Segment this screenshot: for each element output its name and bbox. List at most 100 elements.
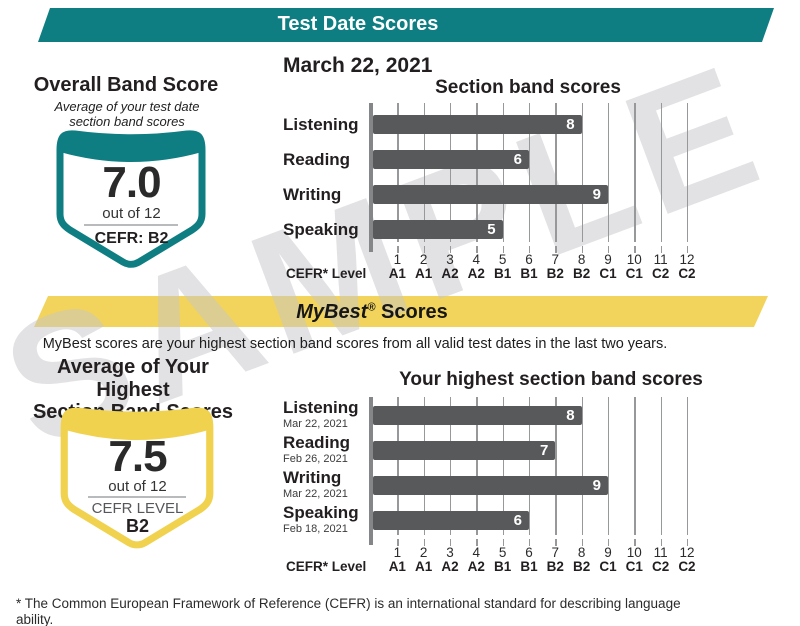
axis-tick bbox=[528, 539, 531, 546]
axis-tick-number: 7 bbox=[551, 252, 560, 267]
axis-cefr-label: C2 bbox=[678, 559, 696, 574]
score-bar: 9 bbox=[373, 476, 608, 495]
score-bar: 8 bbox=[373, 115, 582, 134]
axis-cefr-label: A1 bbox=[415, 559, 433, 574]
bar-value: 8 bbox=[566, 407, 575, 424]
gridline bbox=[397, 397, 399, 535]
row-label: Reading bbox=[283, 433, 351, 452]
gridline bbox=[660, 103, 663, 242]
axis-tick-number: 6 bbox=[525, 252, 533, 267]
axis-tick bbox=[660, 539, 663, 546]
axis-title: CEFR* Level bbox=[286, 559, 367, 574]
axis-tick bbox=[581, 539, 584, 546]
gridline bbox=[686, 103, 689, 242]
overall-cefr: CEFR: B2 bbox=[94, 230, 169, 247]
row-label: Speaking bbox=[283, 503, 359, 522]
bar-value: 7 bbox=[539, 442, 549, 459]
gridline bbox=[449, 103, 452, 242]
gridline bbox=[502, 397, 505, 535]
overall-band-score-subheading: Average of your test date section band s… bbox=[54, 99, 200, 129]
row-label: Listening bbox=[283, 115, 359, 134]
axis-tick-number: 11 bbox=[653, 252, 668, 267]
axis-tick bbox=[423, 539, 426, 546]
gridline bbox=[502, 103, 505, 242]
axis-tick bbox=[634, 539, 636, 546]
overall-score-outof: out of 12 bbox=[102, 205, 161, 222]
gridline bbox=[607, 103, 610, 242]
axis-cefr-label: B1 bbox=[494, 559, 512, 574]
mybest-title-rest: Scores bbox=[375, 301, 448, 323]
axis-tick-number: 11 bbox=[653, 545, 668, 560]
gridline bbox=[423, 397, 426, 535]
axis-tick bbox=[397, 246, 399, 253]
axis-tick bbox=[555, 539, 557, 546]
gridline bbox=[660, 397, 663, 535]
axis-cefr-label: B2 bbox=[572, 559, 591, 574]
axis-cefr-label: A2 bbox=[467, 559, 485, 574]
axis-tick-number: 5 bbox=[498, 545, 507, 560]
gridline bbox=[607, 397, 610, 535]
bar-value: 6 bbox=[513, 512, 522, 529]
axis-tick-number: 8 bbox=[577, 252, 586, 267]
gridline bbox=[397, 103, 399, 242]
highest-cefr-label: CEFR LEVEL bbox=[91, 500, 184, 517]
gridline bbox=[423, 103, 426, 242]
registered-mark: ® bbox=[367, 301, 376, 314]
overall-score-shield bbox=[56, 130, 206, 268]
axis-tick bbox=[686, 539, 689, 546]
axis-tick bbox=[634, 246, 636, 253]
row-label: Listening bbox=[283, 398, 359, 417]
chart-title: Section band scores bbox=[435, 77, 621, 98]
axis-tick bbox=[660, 246, 663, 253]
mybest-banner-title: MyBest® Scores bbox=[172, 301, 572, 324]
gridline bbox=[476, 103, 478, 242]
test-date: March 22, 2021 bbox=[283, 54, 433, 77]
axis-tick bbox=[581, 246, 584, 253]
test-date-banner-title: Test Date Scores bbox=[277, 13, 439, 35]
score-bar: 6 bbox=[373, 150, 529, 169]
highest-score-outof: out of 12 bbox=[108, 478, 167, 495]
overall-band-score-heading: Overall Band Score bbox=[33, 74, 219, 96]
axis-cefr-label: A2 bbox=[441, 559, 459, 574]
axis-tick bbox=[423, 246, 426, 253]
score-bar: 8 bbox=[373, 406, 582, 425]
score-bar: 9 bbox=[373, 185, 608, 204]
shield-top-band bbox=[64, 411, 210, 441]
mybest-wordmark: MyBest bbox=[296, 301, 368, 323]
shield-outline bbox=[56, 130, 206, 268]
axis-tick-number: 10 bbox=[626, 545, 642, 560]
axis-title: CEFR* Level bbox=[286, 266, 367, 281]
axis-tick-number: 12 bbox=[679, 545, 695, 560]
axis-cefr-label: A2 bbox=[441, 266, 459, 281]
axis-tick-number: 4 bbox=[472, 545, 481, 560]
axis-tick-number: 1 bbox=[393, 545, 402, 560]
axis-tick-number: 9 bbox=[604, 252, 612, 267]
axis-tick-number: 3 bbox=[446, 545, 454, 560]
row-date: Mar 22, 2021 bbox=[283, 488, 348, 500]
cefr-footnote: * The Common European Framework of Refer… bbox=[16, 596, 681, 626]
axis-cefr-label: C1 bbox=[599, 266, 617, 281]
axis-cefr-label: B2 bbox=[546, 559, 564, 574]
axis-tick-number: 9 bbox=[604, 545, 612, 560]
axis-cefr-label: B2 bbox=[572, 266, 591, 281]
gridline bbox=[686, 397, 689, 535]
gridline bbox=[555, 103, 557, 242]
gridline bbox=[634, 103, 636, 242]
axis-cefr-label: B1 bbox=[520, 266, 538, 281]
axis-cefr-label: A1 bbox=[388, 559, 406, 574]
axis-tick-number: 3 bbox=[446, 252, 454, 267]
axis-cefr-label: C1 bbox=[625, 559, 643, 574]
bar-value: 5 bbox=[487, 221, 496, 238]
axis-tick bbox=[686, 246, 689, 253]
axis-cefr-label: A1 bbox=[415, 266, 433, 281]
overall-badge-divider bbox=[84, 224, 178, 226]
gridline bbox=[634, 397, 636, 535]
row-date: Feb 26, 2021 bbox=[283, 453, 348, 465]
axis-cefr-label: C1 bbox=[625, 266, 643, 281]
axis-tick bbox=[476, 539, 478, 546]
gridline bbox=[528, 103, 531, 242]
